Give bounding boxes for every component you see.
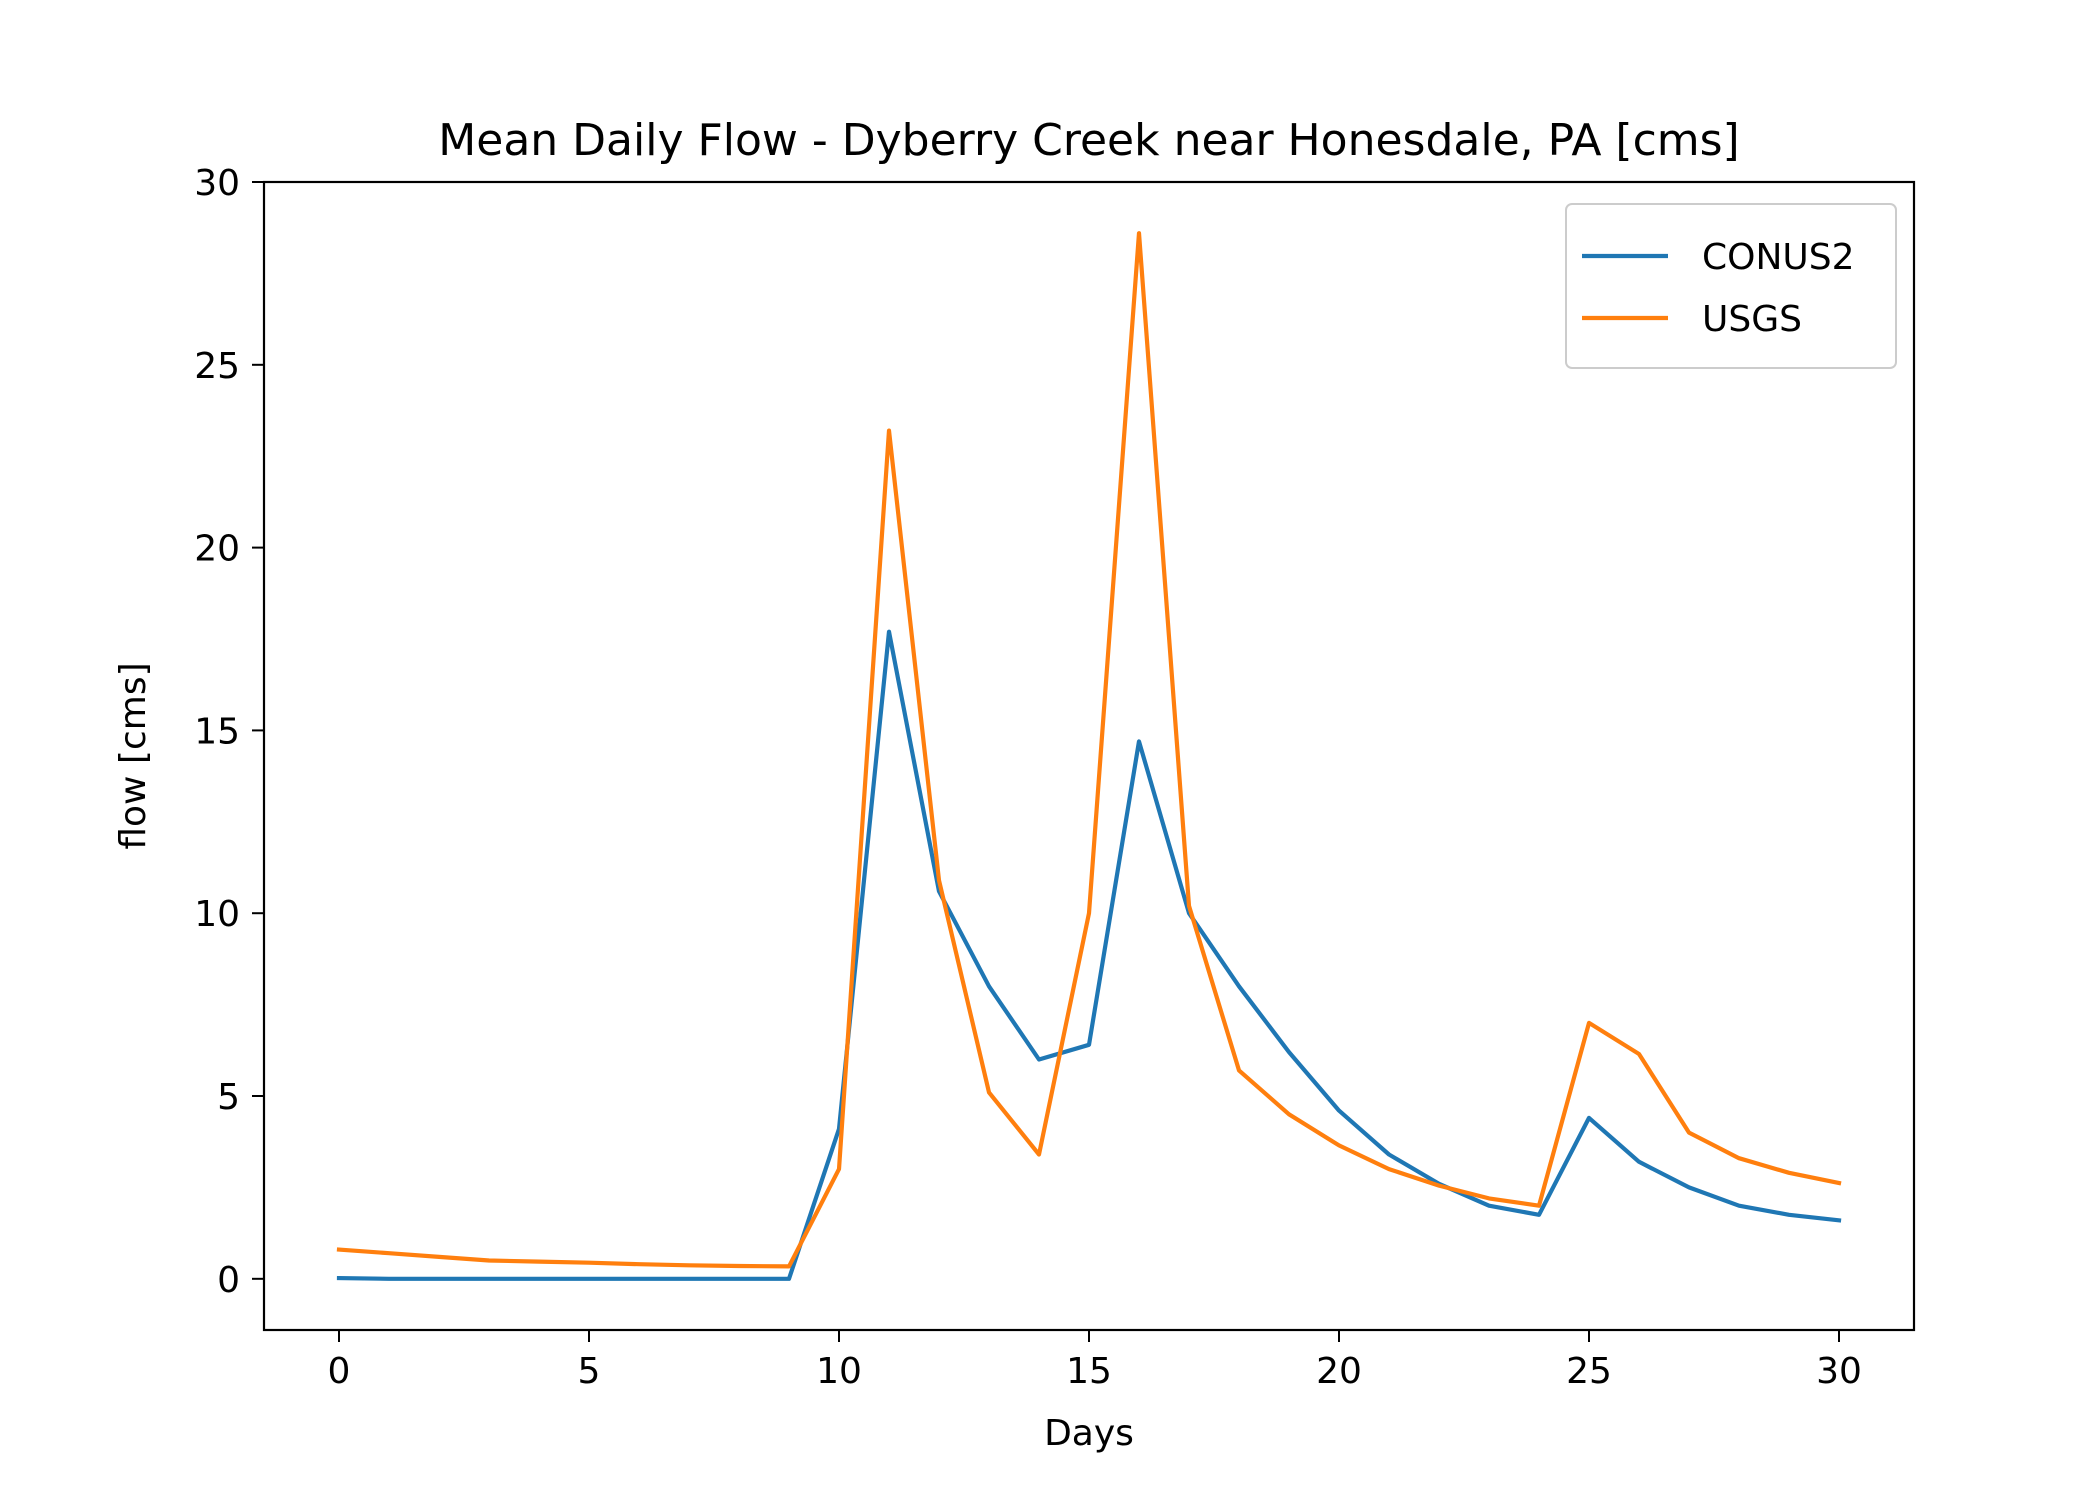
x-tick-label: 5 — [578, 1351, 601, 1392]
legend-box — [1565, 203, 1897, 369]
plot-area — [336, 231, 1842, 1281]
x-tick-label: 15 — [1066, 1351, 1112, 1392]
axes: 0 5 10 15 20 25 30 0 5 10 15 20 25 30 — [194, 163, 1916, 1392]
x-tick-label: 20 — [1316, 1351, 1362, 1392]
legend-label-usgs: USGS — [1702, 299, 1802, 340]
y-tick-label: 30 — [194, 163, 240, 204]
y-tick-label: 25 — [194, 346, 240, 387]
series-line-usgs — [336, 231, 1842, 1269]
y-axis-title: flow [cms] — [113, 662, 154, 849]
y-tick-label: 15 — [194, 711, 240, 752]
y-tick-label: 0 — [217, 1260, 240, 1301]
x-tick-label: 10 — [816, 1351, 862, 1392]
x-tick-label: 25 — [1566, 1351, 1612, 1392]
series-line-conus2 — [336, 629, 1842, 1281]
x-axis-title: Days — [1044, 1413, 1134, 1454]
y-tick-label: 10 — [194, 894, 240, 935]
y-tick-label: 5 — [217, 1077, 240, 1118]
legend: CONUS2 USGS — [1565, 203, 1897, 369]
x-tick-label: 0 — [328, 1351, 351, 1392]
legend-label-conus2: CONUS2 — [1702, 237, 1855, 278]
chart-title: Mean Daily Flow - Dyberry Creek near Hon… — [438, 115, 1739, 166]
x-tick-label: 30 — [1816, 1351, 1862, 1392]
y-tick-label: 20 — [194, 529, 240, 570]
